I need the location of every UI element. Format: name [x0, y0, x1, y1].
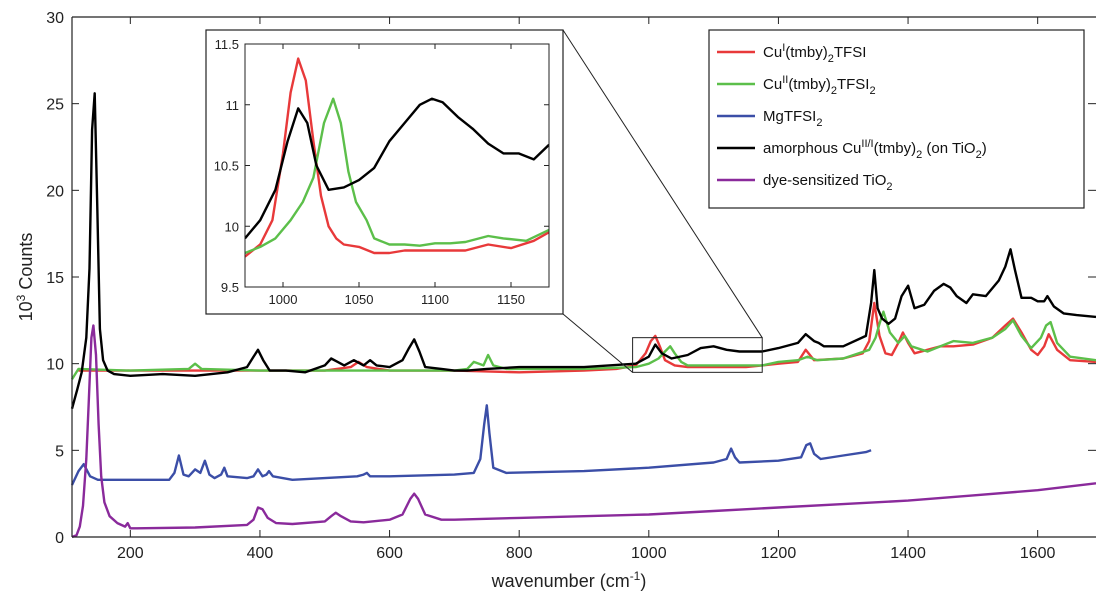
x-tick-label: 600: [376, 545, 403, 562]
legend: CuI(tmby)2TFSICuII(tmby)2TFSI2MgTFSI2amo…: [709, 30, 1084, 208]
inset-y-tick-label: 9.5: [221, 280, 239, 295]
inset-x-tick-label: 1150: [497, 292, 525, 307]
x-tick-label: 1600: [1020, 545, 1056, 562]
y-tick-label: 10: [46, 357, 64, 374]
y-axis-title: 103 Counts: [14, 233, 36, 322]
inset-y-tick-label: 10: [225, 219, 239, 234]
inset-x-tick-label: 1050: [345, 292, 374, 307]
zoom-connector-line: [563, 314, 633, 372]
inset-y-tick-label: 11.5: [215, 37, 239, 52]
y-tick-label: 25: [46, 97, 64, 114]
x-tick-label: 400: [247, 545, 274, 562]
y-tick-label: 20: [46, 183, 64, 200]
y-tick-label: 5: [55, 443, 64, 460]
y-tick-label: 30: [46, 10, 64, 27]
x-tick-label: 1400: [890, 545, 926, 562]
inset-background: [206, 30, 563, 314]
x-tick-label: 800: [506, 545, 533, 562]
inset-x-tick-label: 1100: [421, 292, 449, 307]
x-tick-label: 1200: [761, 545, 797, 562]
x-tick-label: 1000: [631, 545, 667, 562]
series-line-cuii-tmby-2tfsi2: [72, 312, 1096, 380]
inset-y-tick-label: 11: [226, 98, 240, 113]
y-tick-label: 15: [46, 270, 64, 287]
inset-x-tick-label: 1000: [269, 292, 298, 307]
x-axis-title: wavenumber (cm-1): [491, 569, 647, 591]
x-tick-label: 200: [117, 545, 144, 562]
series-line-dye-sensitized-tio2: [72, 326, 1096, 538]
y-tick-label: 0: [55, 530, 64, 547]
inset-plot: 1000 1050 1100 1150 9.5 10 10.5 11 11.5: [206, 30, 563, 314]
inset-y-tick-label: 10.5: [214, 159, 239, 174]
series-line-mgtfsi2: [72, 405, 871, 485]
